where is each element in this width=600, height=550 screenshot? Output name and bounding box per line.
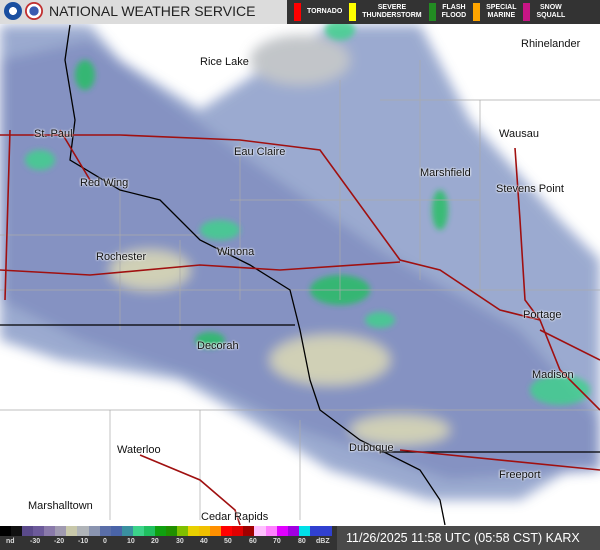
city-label: Madison xyxy=(532,369,574,381)
tick-label: 40 xyxy=(200,538,208,545)
tick-label: -30 xyxy=(30,538,41,545)
color-swatch xyxy=(110,526,122,536)
tick-label: dBZ xyxy=(316,538,330,545)
color-swatch xyxy=(121,526,133,536)
warning-snow-squall: SNOW SQUALL xyxy=(523,0,565,24)
color-swatch xyxy=(309,526,321,536)
city-label: Waterloo xyxy=(117,444,161,456)
tick-label: 50 xyxy=(224,538,232,545)
special-marine-swatch xyxy=(473,3,481,21)
severe-thunderstorm-swatch xyxy=(349,3,357,21)
color-swatch xyxy=(44,526,56,536)
tick-label: 80 xyxy=(298,538,306,545)
city-label: Rochester xyxy=(96,251,147,263)
color-swatch xyxy=(254,526,266,536)
color-swatch xyxy=(320,526,332,536)
city-label: Rice Lake xyxy=(200,56,249,68)
color-swatch xyxy=(88,526,100,536)
color-swatch xyxy=(33,526,45,536)
color-swatch xyxy=(298,526,310,536)
color-swatch xyxy=(199,526,211,536)
city-label: Cedar Rapids xyxy=(201,511,269,523)
city-label: Marshfield xyxy=(420,167,471,179)
color-swatch xyxy=(232,526,244,536)
city-label: Eau Claire xyxy=(234,146,286,158)
city-label: Portage xyxy=(523,309,562,321)
color-swatch xyxy=(243,526,255,536)
snow-squall-swatch xyxy=(523,3,531,21)
tick-label: 20 xyxy=(151,538,159,545)
tick-label: -20 xyxy=(54,538,65,545)
city-label: St. Paul xyxy=(34,128,73,140)
header: NATIONAL WEATHER SERVICE TORNADO SEVERE … xyxy=(0,0,600,24)
city-label: Winona xyxy=(217,246,255,258)
tick-label: 30 xyxy=(176,538,184,545)
city-label: Rhinelander xyxy=(521,38,581,50)
color-swatch xyxy=(132,526,144,536)
color-swatch xyxy=(188,526,200,536)
color-swatch xyxy=(165,526,177,536)
city-label: Marshalltown xyxy=(28,500,93,512)
dbz-color-bar xyxy=(0,526,332,536)
flash-flood-swatch xyxy=(428,3,436,21)
color-swatch xyxy=(287,526,299,536)
color-swatch xyxy=(11,526,23,536)
warning-legend: TORNADO SEVERE THUNDERSTORM FLASH FLOOD … xyxy=(287,0,600,24)
county-lines xyxy=(0,60,600,520)
color-swatch xyxy=(143,526,155,536)
warning-severe-thunderstorm: SEVERE THUNDERSTORM xyxy=(349,0,422,24)
tick-label: nd xyxy=(6,538,15,545)
color-swatch xyxy=(0,526,12,536)
color-swatch xyxy=(265,526,277,536)
tick-label: 10 xyxy=(127,538,135,545)
city-label: Wausau xyxy=(499,128,539,140)
city-label: Stevens Point xyxy=(496,183,564,195)
brand: NATIONAL WEATHER SERVICE xyxy=(4,2,255,20)
color-swatch xyxy=(77,526,89,536)
city-label: Red Wing xyxy=(80,177,129,189)
color-swatch xyxy=(210,526,222,536)
city-label: Freeport xyxy=(499,469,541,481)
color-swatch xyxy=(55,526,67,536)
color-swatch xyxy=(276,526,288,536)
color-swatch xyxy=(99,526,111,536)
tornado-swatch xyxy=(294,3,301,21)
noaa-logo-icon xyxy=(4,2,22,20)
color-swatch xyxy=(221,526,233,536)
tick-label: 60 xyxy=(249,538,257,545)
warning-special-marine: SPECIAL MARINE xyxy=(473,0,516,24)
warning-tornado: TORNADO xyxy=(294,0,342,24)
color-swatch xyxy=(177,526,189,536)
color-swatch xyxy=(154,526,166,536)
city-label: Decorah xyxy=(197,340,239,352)
tick-label: 70 xyxy=(273,538,281,545)
radar-echoes xyxy=(0,25,600,500)
color-swatch xyxy=(22,526,34,536)
warning-flash-flood: FLASH FLOOD xyxy=(428,0,466,24)
color-swatch xyxy=(66,526,78,536)
tick-label: 0 xyxy=(103,538,107,545)
timestamp: 11/26/2025 11:58 UTC (05:58 CST) KARX xyxy=(337,526,600,550)
city-label: Dubuque xyxy=(349,442,394,454)
site-title: NATIONAL WEATHER SERVICE xyxy=(49,3,256,19)
tick-label: -10 xyxy=(78,538,89,545)
dbz-color-legend: nd -30 -20 -10 0 10 20 30 40 50 60 70 80 dBZ xyxy=(0,526,337,550)
nws-logo-icon xyxy=(25,2,43,20)
interstates xyxy=(0,129,600,526)
